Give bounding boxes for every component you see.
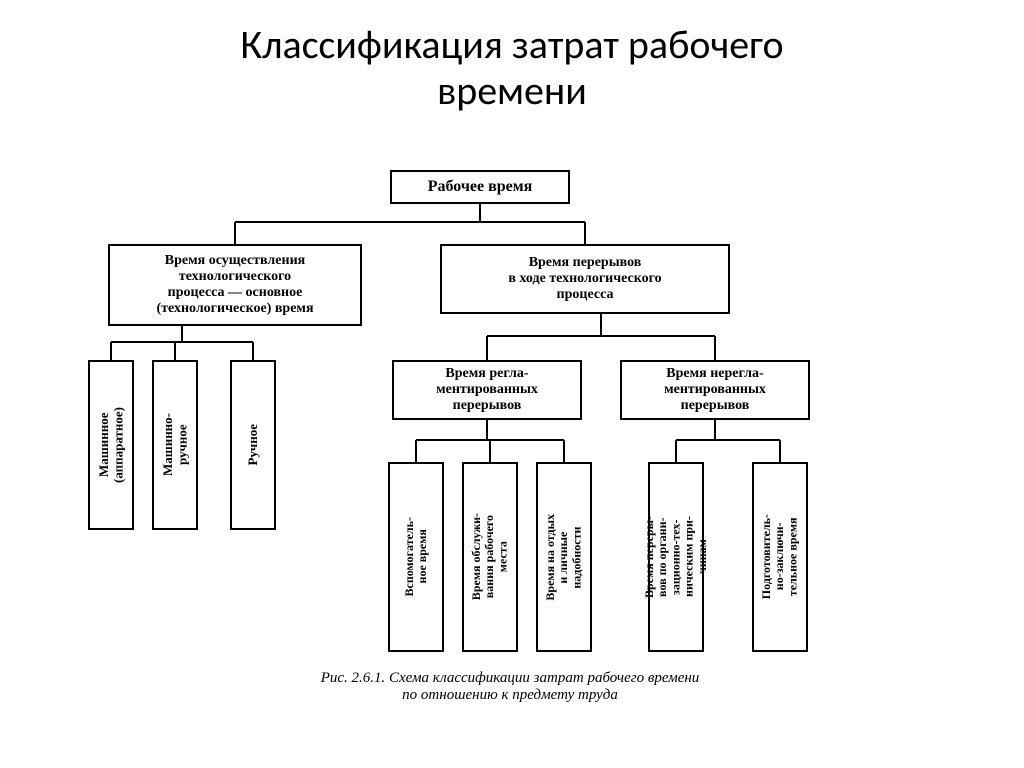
- node-l3-nereg: Время нерегла-ментированныхперерывов: [620, 360, 810, 420]
- node-leaf-orgtech: Время переры-вов по органи-зационно-тех-…: [648, 462, 704, 652]
- figure-number: Рис. 2.6.1.: [321, 670, 386, 686]
- node-leaf-aux-label: Вспомогатель-ное время: [401, 511, 431, 602]
- node-leaf-rest: Время на отдыхи личныенадобности: [536, 462, 592, 652]
- node-leaf-rest-label: Время на отдыхи личныенадобности: [542, 508, 586, 607]
- node-leaf-machine: Машинное(аппаратное): [88, 360, 134, 530]
- node-leaf-machine-manual-label: Машинно-ручное: [159, 407, 192, 482]
- node-leaf-machine-manual: Машинно-ручное: [152, 360, 198, 530]
- node-leaf-service-label: Время обслужи-вания рабочегоместа: [468, 507, 512, 606]
- diagram-area: Рабочее время Время осуществлениятехноло…: [0, 160, 1024, 720]
- node-l2-left: Время осуществлениятехнологическогопроце…: [108, 244, 362, 326]
- node-l3-reg: Время регла-ментированныхперерывов: [392, 360, 582, 420]
- figure-caption-text: Схема классификации затрат рабочего врем…: [389, 670, 699, 703]
- node-leaf-prep-label: Подготовитель-но-заключи-тельное время: [758, 508, 802, 605]
- figure-caption: Рис. 2.6.1. Схема классификации затрат р…: [230, 670, 790, 704]
- node-leaf-service: Время обслужи-вания рабочегоместа: [462, 462, 518, 652]
- node-l3-nereg-label: Время нерегла-ментированныхперерывов: [658, 362, 772, 418]
- node-leaf-aux: Вспомогатель-ное время: [388, 462, 444, 652]
- node-l2-right-label: Время перерывовв ходе технологическогопр…: [502, 251, 667, 307]
- node-l2-right: Время перерывовв ходе технологическогопр…: [440, 244, 730, 314]
- node-leaf-prep: Подготовитель-но-заключи-тельное время: [752, 462, 808, 652]
- node-leaf-orgtech-label: Время переры-вов по органи-зационно-тех-…: [641, 510, 711, 604]
- node-l2-left-label: Время осуществлениятехнологическогопроце…: [150, 249, 319, 321]
- node-leaf-manual-label: Ручное: [244, 418, 262, 472]
- node-leaf-machine-label: Машинное(аппаратное): [95, 401, 128, 489]
- node-root: Рабочее время: [390, 170, 570, 204]
- node-leaf-manual: Ручное: [230, 360, 276, 530]
- node-root-label: Рабочее время: [422, 174, 539, 200]
- page-title: Классификация затрат рабочеговремени: [0, 22, 1024, 114]
- node-l3-reg-label: Время регла-ментированныхперерывов: [430, 362, 544, 418]
